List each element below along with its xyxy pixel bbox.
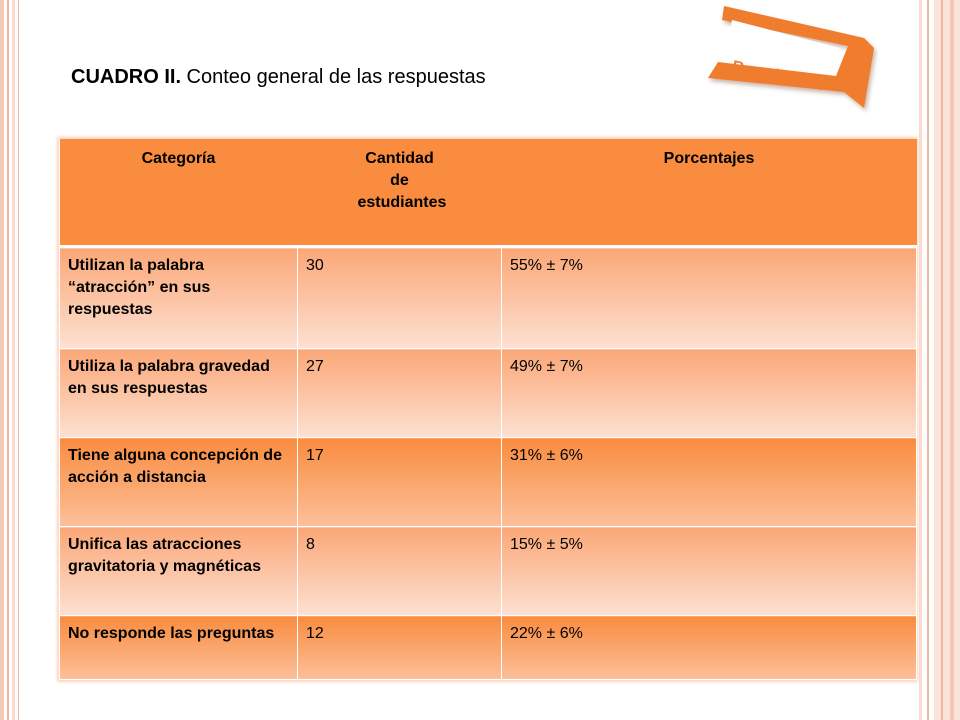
cell-categoria: No responde las preguntas — [59, 615, 298, 680]
cell-cantidad: 8 — [297, 526, 502, 616]
header-categoria: Categoría — [59, 139, 298, 248]
cell-cantidad: 12 — [297, 615, 502, 680]
cell-porcentaje: 49% ± 7% — [501, 348, 917, 438]
slide-title: CUADRO II. Conteo general de las respues… — [71, 66, 486, 89]
cell-porcentaje: 22% ± 6% — [501, 615, 917, 680]
left-decor-stripe — [18, 0, 19, 720]
slide-title-text: Conteo general de las respuestas — [181, 66, 486, 88]
cell-categoria: Tiene alguna concepción de acción a dist… — [59, 437, 298, 527]
cell-cantidad: 17 — [297, 437, 502, 527]
table-header-row: Categoría Cantidad de estudiantes Porcen… — [59, 139, 917, 248]
right-decor-stripe — [919, 0, 922, 720]
header-cantidad: Cantidad de estudiantes — [297, 139, 502, 248]
slide-title-bold: CUADRO II. — [71, 66, 181, 88]
cell-porcentaje: 55% ± 7% — [501, 246, 917, 349]
header-porcentajes: Porcentajes — [501, 139, 917, 248]
table-row: Unifica las atracciones gravitatoria y m… — [59, 526, 917, 616]
right-decor-stripe — [950, 0, 954, 720]
table-row: Tiene alguna concepción de acción a dist… — [59, 437, 917, 527]
right-decor-stripe — [934, 0, 960, 720]
cell-cantidad: 27 — [297, 348, 502, 438]
ribbon-arrow-shape — [708, 6, 874, 108]
cell-categoria: Unifica las atracciones gravitatoria y m… — [59, 526, 298, 616]
cell-porcentaje: 31% ± 6% — [501, 437, 917, 527]
results-table-container: Categoría Cantidad de estudiantes Porcen… — [59, 139, 917, 680]
left-decor-stripe — [0, 0, 4, 720]
cell-categoria: Utilizan la palabra “atracción” en sus r… — [59, 246, 298, 349]
right-decor-stripe — [941, 0, 943, 720]
table-row: Utilizan la palabra “atracción” en sus r… — [59, 246, 917, 349]
results-table: Categoría Cantidad de estudiantes Porcen… — [59, 139, 917, 680]
left-decor-stripe — [12, 0, 15, 720]
table-row: Utiliza la palabra gravedad en sus respu… — [59, 348, 917, 438]
cell-cantidad: 30 — [297, 246, 502, 349]
cell-porcentaje: 15% ± 5% — [501, 526, 917, 616]
right-decor-stripe — [927, 0, 929, 720]
cell-categoria: Utiliza la palabra gravedad en sus respu… — [59, 348, 298, 438]
left-decor-stripe — [7, 0, 9, 720]
table-row: No responde las preguntas 12 22% ± 6% — [59, 615, 917, 680]
